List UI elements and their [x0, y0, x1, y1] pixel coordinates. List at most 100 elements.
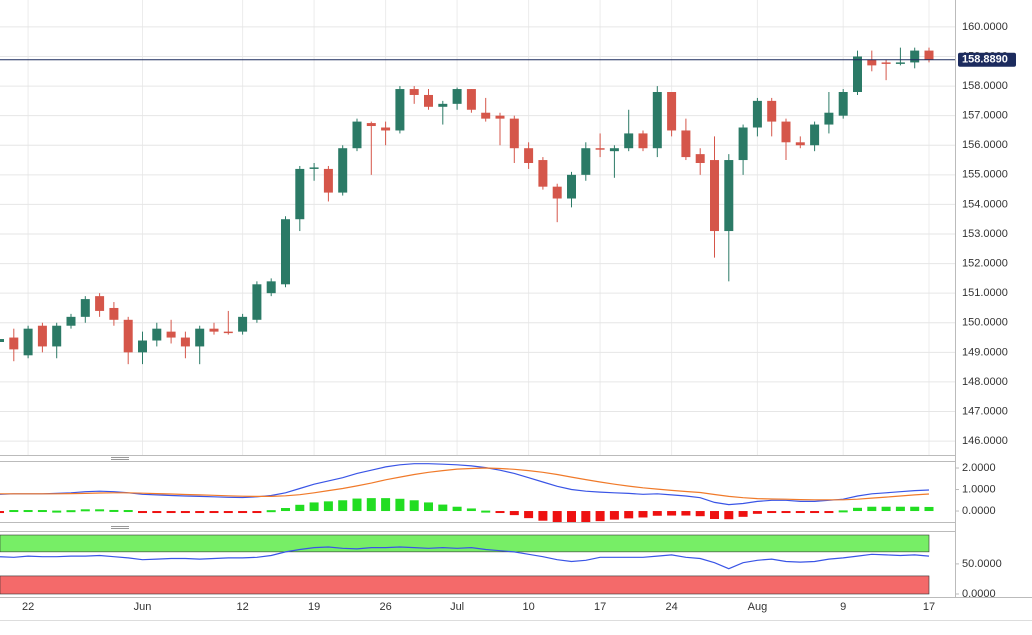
- indicator-line: [0, 463, 930, 506]
- candle-body: [838, 92, 848, 116]
- candle-body: [509, 118, 519, 149]
- histogram-bar: [681, 511, 691, 516]
- histogram-bar: [95, 509, 105, 512]
- x-tick-label: 24: [665, 601, 677, 613]
- histogram-bar: [352, 498, 362, 512]
- histogram-bar: [281, 508, 290, 512]
- x-tick-label: 19: [308, 601, 320, 613]
- histogram-bar: [781, 511, 791, 514]
- candle-body: [109, 307, 119, 320]
- histogram-bar: [295, 504, 305, 512]
- histogram-bar: [824, 511, 834, 514]
- y-tick-label: 155.0000: [962, 169, 1008, 181]
- candle-body: [37, 325, 47, 347]
- candle-body: [810, 124, 820, 146]
- histogram-bar: [209, 511, 219, 514]
- candle-body: [452, 89, 462, 104]
- histogram-bar: [52, 510, 62, 513]
- histogram-bar: [609, 511, 619, 520]
- histogram-bar: [366, 498, 376, 512]
- candle-body: [638, 133, 648, 149]
- indicator-line: [0, 467, 930, 501]
- candle-body: [781, 121, 791, 143]
- x-tick-label: 12: [236, 601, 248, 613]
- candle-body: [0, 339, 4, 342]
- histogram-bar: [409, 500, 419, 512]
- candle-body: [66, 316, 76, 326]
- candle-body: [238, 316, 248, 332]
- candle-body: [767, 100, 777, 122]
- histogram-bar: [910, 506, 920, 512]
- candle-body: [724, 160, 734, 232]
- y-tick-label: 156.0000: [962, 139, 1008, 151]
- histogram-bar: [338, 500, 348, 512]
- histogram-bar: [738, 511, 748, 517]
- panel: [0, 534, 930, 595]
- y-tick-label: 149.0000: [962, 346, 1008, 358]
- panel: [0, 26, 955, 442]
- y-tick-label: 147.0000: [962, 405, 1008, 417]
- candle-body: [152, 328, 162, 341]
- candle-body: [352, 121, 362, 149]
- histogram-bar: [538, 511, 548, 521]
- candle-body: [52, 325, 62, 347]
- y-tick-label: 0.0000: [962, 588, 996, 600]
- resize-handle[interactable]: [111, 457, 129, 460]
- histogram-bar: [452, 506, 462, 512]
- candle-body: [366, 123, 376, 127]
- candle-body: [495, 115, 505, 119]
- histogram-bar: [767, 511, 777, 514]
- histogram-bar: [395, 498, 405, 512]
- candle-body: [123, 319, 133, 353]
- resize-handle[interactable]: [111, 526, 129, 529]
- y-tick-label: 150.0000: [962, 317, 1008, 329]
- candle-body: [409, 89, 419, 95]
- last-price-label: 158.8890: [962, 54, 1008, 66]
- candle-body: [795, 142, 805, 146]
- candle-body: [609, 148, 619, 152]
- candle-body: [910, 50, 920, 63]
- candle-body: [424, 94, 433, 107]
- y-tick-label: 157.0000: [962, 110, 1008, 122]
- candle-body: [466, 89, 476, 110]
- candle-body: [138, 340, 147, 353]
- candle-body: [667, 92, 677, 131]
- candle-body: [681, 130, 691, 158]
- histogram-bar: [724, 511, 734, 520]
- x-tick-label: 26: [379, 601, 391, 613]
- y-tick-label: 0.0000: [962, 505, 996, 517]
- histogram-bar: [710, 511, 719, 519]
- plot-layer: 22 Jun 12 19 26 Jul 10 17 24 Aug 9 17 146.0000 147.00…: [0, 0, 1016, 613]
- candle-body: [395, 89, 405, 131]
- candle-body: [23, 328, 33, 356]
- histogram-bar: [9, 510, 19, 513]
- candle-body: [595, 148, 605, 150]
- y-tick-label: 50.0000: [962, 558, 1002, 570]
- histogram-bar: [195, 511, 205, 514]
- candle-body: [567, 174, 576, 199]
- histogram-bar: [323, 501, 333, 512]
- histogram-bar: [66, 510, 76, 513]
- candle-body: [895, 62, 905, 64]
- histogram-bar: [810, 511, 820, 514]
- histogram-bar: [109, 509, 119, 512]
- histogram-bar: [795, 511, 805, 514]
- candle-body: [209, 328, 219, 332]
- candle-body: [9, 337, 19, 350]
- candle-body: [281, 219, 290, 285]
- y-tick-label: 153.0000: [962, 228, 1008, 240]
- histogram-bar: [152, 511, 162, 514]
- histogram-bar: [495, 511, 505, 514]
- histogram-bar: [695, 511, 705, 517]
- candle-body: [824, 112, 834, 125]
- histogram-bar: [895, 506, 905, 512]
- x-tick-label: 10: [522, 601, 534, 613]
- histogram-bar: [853, 507, 862, 512]
- candle-body: [524, 148, 534, 164]
- histogram-bar: [466, 508, 476, 512]
- x-tick-label: 22: [22, 601, 34, 613]
- histogram-bar: [138, 511, 147, 514]
- x-tick-label: Jul: [450, 601, 464, 613]
- y-tick-label: 152.0000: [962, 257, 1008, 269]
